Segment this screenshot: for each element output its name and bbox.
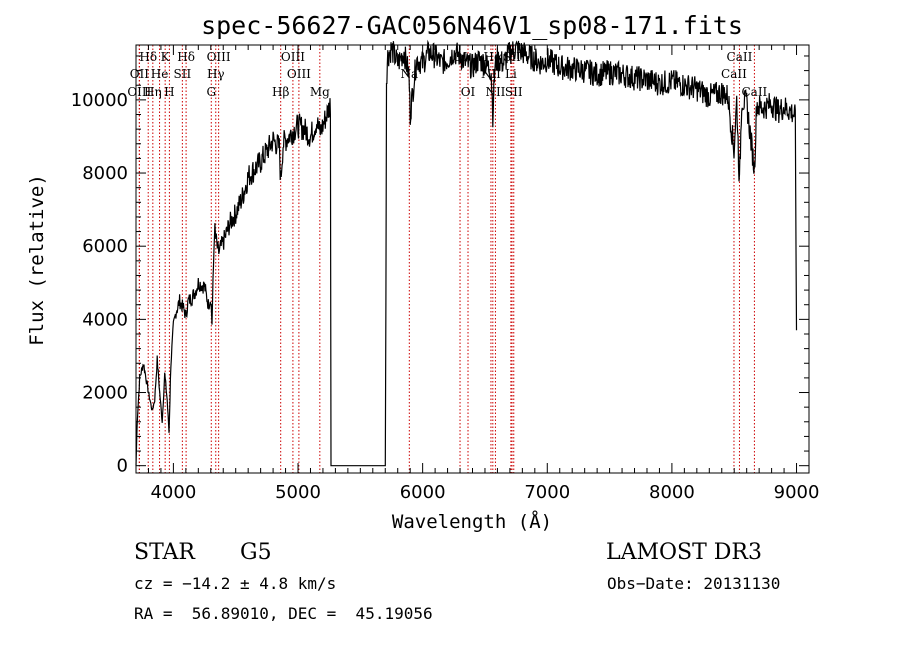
line-marker-label: He — [151, 67, 169, 81]
line-marker-label: Hδ — [177, 50, 195, 64]
line-marker-label: OI — [461, 85, 476, 99]
line-marker-label: Hβ — [272, 85, 289, 99]
spectrum-line — [135, 39, 798, 467]
y-tick-label: 10000 — [71, 90, 128, 111]
line-marker-label: K — [161, 50, 171, 64]
line-marker-label: OIII — [287, 67, 311, 81]
plot-frame — [135, 44, 810, 474]
line-marker-label: Li — [505, 67, 517, 81]
y-tick-label: 8000 — [82, 163, 128, 184]
coordinates: RA = 56.89010, DEC = 45.19056 — [134, 604, 433, 623]
line-marker-label: Hη — [144, 85, 162, 99]
y-tick-label: 6000 — [82, 236, 128, 257]
line-marker-label: SII — [174, 67, 192, 81]
line-marker-label: OIII — [207, 50, 231, 64]
line-marker-label: OII — [130, 67, 150, 81]
line-marker-label: H — [164, 85, 174, 99]
line-marker-label: CaII — [741, 85, 767, 99]
x-tick-label: 6000 — [400, 482, 446, 503]
x-tick-label: 8000 — [649, 482, 695, 503]
spectral-subclass: G5 — [240, 540, 272, 565]
y-tick-labels: 0 2000 4000 6000 8000 10000 — [71, 90, 128, 477]
x-tick-label: 9000 — [774, 482, 820, 503]
spectral-line-markers — [138, 45, 755, 473]
y-tick-label: 0 — [117, 456, 128, 477]
redshift-value: cz = −14.2 ± 4.8 km/s — [134, 574, 337, 593]
y-axis-label: Flux (relative) — [26, 174, 48, 346]
line-marker-label: OIII — [127, 85, 151, 99]
line-marker-label: CaII — [721, 67, 747, 81]
line-marker-label: SII — [505, 85, 523, 99]
line-marker-label: Hγ — [207, 67, 225, 81]
x-tick-label: 4000 — [150, 482, 196, 503]
line-marker-label: G — [206, 85, 216, 99]
axis-ticks — [136, 45, 810, 473]
line-marker-label: Hδ — [139, 50, 157, 64]
x-tick-labels: 4000 5000 6000 7000 8000 9000 — [150, 482, 819, 503]
line-marker-label: Mg — [310, 85, 330, 99]
x-axis-label: Wavelength (Å) — [392, 510, 552, 533]
y-tick-label: 2000 — [82, 383, 128, 404]
x-tick-label: 5000 — [275, 482, 321, 503]
line-marker-label: OIII — [281, 50, 305, 64]
x-tick-label: 7000 — [524, 482, 570, 503]
object-class: STAR — [134, 540, 195, 565]
observation-date: Obs−Date: 20131130 — [607, 574, 781, 593]
line-marker-label: CaII — [727, 50, 753, 64]
chart-title: spec-56627-GAC056N46V1_sp08-171.fits — [201, 11, 743, 40]
y-tick-label: 4000 — [82, 309, 128, 330]
survey-name: LAMOST DR3 — [606, 540, 762, 565]
line-marker-label: NII — [485, 85, 505, 99]
